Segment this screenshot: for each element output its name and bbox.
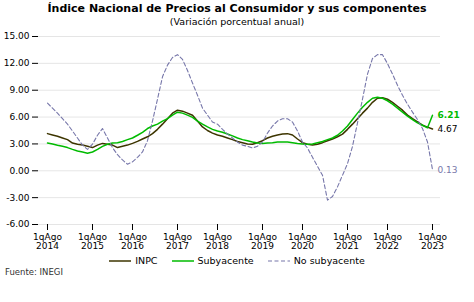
html-text:INPC: INPC bbox=[135, 255, 158, 266]
html-text:Fuente: INEGI: Fuente: INEGI bbox=[5, 267, 63, 277]
html-text:Subyacente: Subyacente bbox=[197, 255, 254, 266]
svg-text:9.00: 9.00 bbox=[9, 85, 29, 95]
svg-text:1qAgo2017: 1qAgo2017 bbox=[163, 232, 192, 251]
svg-text:1qAgo2016: 1qAgo2016 bbox=[118, 232, 147, 251]
svg-text:1qAgo2023: 1qAgo2023 bbox=[418, 232, 447, 251]
svg-text:1qAgo2021: 1qAgo2021 bbox=[333, 232, 362, 251]
svg-text:1qAgo2018: 1qAgo2018 bbox=[203, 232, 232, 251]
svg-text:3.00: 3.00 bbox=[9, 139, 29, 149]
svg-text:-6.00: -6.00 bbox=[6, 219, 30, 229]
svg-text:1qAgo2019: 1qAgo2019 bbox=[248, 232, 277, 251]
svg-text:1qAgo2022: 1qAgo2022 bbox=[373, 232, 402, 251]
svg-text:6.21: 6.21 bbox=[438, 110, 460, 120]
html-text:(Variación porcentual anual): (Variación porcentual anual) bbox=[169, 16, 305, 27]
html-text:No subyacente: No subyacente bbox=[293, 255, 365, 266]
svg-text:15.00: 15.00 bbox=[4, 31, 30, 41]
svg-text:-3.00: -3.00 bbox=[6, 193, 30, 203]
svg-text:6.00: 6.00 bbox=[9, 112, 29, 122]
svg-text:0.00: 0.00 bbox=[9, 166, 29, 176]
svg-text:1qAgo2014: 1qAgo2014 bbox=[33, 232, 62, 251]
svg-text:1qAgo2015: 1qAgo2015 bbox=[78, 232, 107, 251]
svg-text:1qAgo2020: 1qAgo2020 bbox=[288, 232, 317, 251]
svg-text:4.67: 4.67 bbox=[438, 124, 458, 134]
svg-text:12.00: 12.00 bbox=[4, 58, 30, 68]
html-text:Índice Nacional de Precios al: Índice Nacional de Precios al Consumidor… bbox=[47, 2, 427, 15]
svg-text:0.13: 0.13 bbox=[438, 165, 458, 175]
